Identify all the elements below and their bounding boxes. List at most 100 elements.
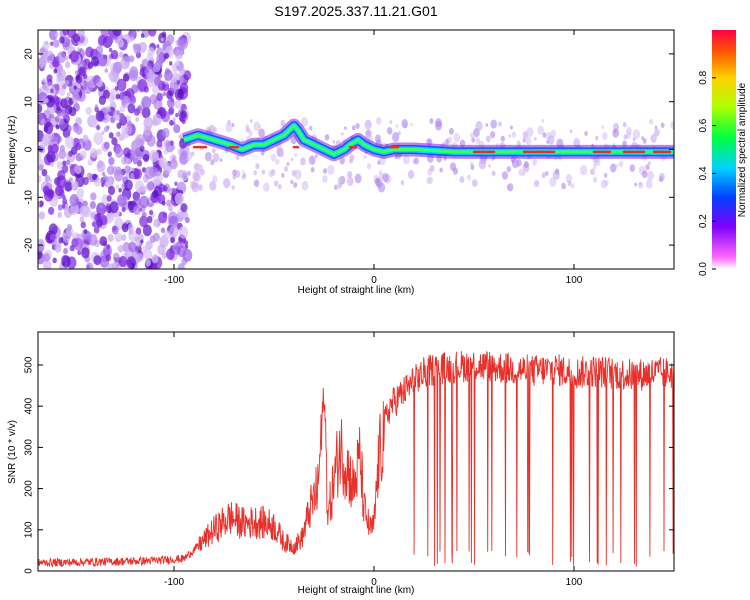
noise-blob xyxy=(68,177,73,183)
noise-blob xyxy=(187,170,191,176)
noise-blob xyxy=(64,61,71,69)
noise-blob xyxy=(670,120,674,130)
noise-blob xyxy=(70,203,80,216)
noise-blob xyxy=(401,119,409,129)
noise-blob xyxy=(169,119,174,126)
noise-blob xyxy=(152,113,162,126)
noise-blob xyxy=(117,245,121,251)
noise-blob xyxy=(337,177,343,185)
noise-blob xyxy=(645,164,650,171)
noise-blob xyxy=(141,58,149,68)
noise-blob xyxy=(39,141,46,149)
noise-blob xyxy=(38,164,44,171)
noise-blob xyxy=(64,79,70,86)
noise-blob xyxy=(128,105,133,111)
noise-blob xyxy=(469,132,474,139)
noise-blob xyxy=(116,78,127,92)
spectrogram-x-tick-label: 0 xyxy=(371,275,377,286)
noise-blob xyxy=(50,233,56,241)
noise-blob xyxy=(97,160,104,169)
noise-blob xyxy=(439,167,443,173)
noise-blob xyxy=(73,85,77,90)
noise-blob xyxy=(101,130,105,135)
noise-blob xyxy=(116,122,122,129)
noise-blob xyxy=(158,73,163,79)
noise-blob xyxy=(338,182,343,188)
noise-blob xyxy=(184,244,189,250)
noise-blob xyxy=(175,113,179,118)
noise-blob xyxy=(160,227,166,234)
noise-blob xyxy=(160,37,164,42)
snr-y-label: SNR (10 * v/v) xyxy=(7,420,18,484)
noise-blob xyxy=(561,182,566,190)
noise-blob xyxy=(158,211,168,224)
noise-blob xyxy=(62,232,71,244)
noise-blob xyxy=(64,55,69,61)
noise-blob xyxy=(156,47,164,58)
noise-blob xyxy=(175,59,181,67)
noise-blob xyxy=(94,213,101,223)
noise-blob xyxy=(102,89,110,99)
noise-blob xyxy=(632,129,641,140)
noise-blob xyxy=(280,119,286,127)
noise-blob xyxy=(95,110,105,122)
noise-blob xyxy=(341,132,344,136)
noise-blob xyxy=(508,134,512,138)
noise-blob xyxy=(38,200,44,207)
noise-blob xyxy=(103,241,108,247)
noise-blob xyxy=(93,132,104,145)
noise-blob xyxy=(38,57,47,70)
noise-blob xyxy=(255,163,260,170)
noise-blob xyxy=(596,161,601,166)
colorbar-ticks: 0.0 0.2 0.4 0.6 0.8 xyxy=(698,70,716,276)
noise-blob xyxy=(54,242,62,253)
noise-blob xyxy=(147,47,155,57)
noise-blob xyxy=(174,99,182,109)
noise-blob xyxy=(94,104,98,109)
noise-blob xyxy=(159,157,168,168)
noise-blob xyxy=(59,144,66,152)
noise-blob xyxy=(53,136,58,142)
noise-blob xyxy=(121,234,127,241)
noise-blob xyxy=(191,151,195,157)
noise-blob xyxy=(54,115,60,123)
noise-blob xyxy=(309,125,313,131)
noise-blob xyxy=(453,133,461,143)
noise-blob xyxy=(91,221,97,228)
noise-blob xyxy=(38,201,41,207)
noise-blob xyxy=(92,173,97,181)
noise-blob xyxy=(212,152,220,163)
noise-blob xyxy=(314,154,318,159)
noise-blob xyxy=(245,124,250,130)
spectrogram-track xyxy=(181,118,674,162)
noise-blob xyxy=(94,106,99,113)
noise-blob xyxy=(485,123,489,127)
noise-blob xyxy=(308,155,316,165)
noise-blob xyxy=(157,244,166,256)
noise-blob xyxy=(178,226,189,239)
noise-blob xyxy=(569,129,573,134)
noise-blob xyxy=(81,247,90,259)
noise-blob xyxy=(154,98,158,103)
noise-blob xyxy=(279,150,285,158)
noise-blob xyxy=(122,118,127,124)
spectrogram-y-tick-label: 0 xyxy=(24,146,35,152)
noise-blob xyxy=(139,195,149,209)
noise-blob xyxy=(107,234,114,242)
noise-blob xyxy=(133,168,142,180)
noise-blob xyxy=(660,122,665,128)
noise-blob xyxy=(142,153,150,163)
noise-blob xyxy=(290,179,294,185)
noise-blob xyxy=(124,179,133,191)
noise-blob xyxy=(52,257,57,264)
noise-blob xyxy=(659,172,665,181)
noise-blob xyxy=(111,261,119,269)
noise-blob xyxy=(377,182,386,193)
noise-blob xyxy=(629,164,636,172)
noise-blob xyxy=(76,188,85,199)
noise-blob xyxy=(76,47,81,53)
noise-blob xyxy=(115,131,120,138)
noise-blob xyxy=(516,140,521,147)
noise-blob xyxy=(81,229,90,240)
noise-blob xyxy=(56,175,67,189)
